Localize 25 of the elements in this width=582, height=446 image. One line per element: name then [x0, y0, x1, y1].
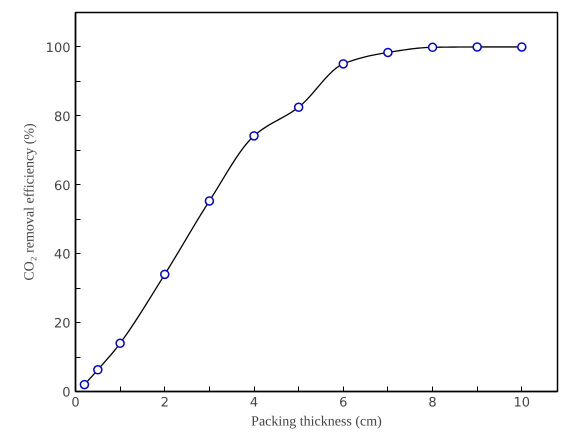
- point: [338, 59, 348, 69]
- x-tick-label: 10: [514, 396, 530, 410]
- y-tick-label: 40: [54, 248, 71, 263]
- point: [249, 131, 259, 141]
- point: [80, 380, 90, 390]
- point: [93, 365, 103, 375]
- x-axis-title: Packing thickness (cm): [251, 414, 382, 430]
- point: [472, 42, 482, 52]
- y-tick-label: 60: [54, 178, 71, 194]
- x-tick-label: 4: [250, 396, 258, 410]
- x-tick-label: 2: [160, 396, 169, 410]
- y-axis-title: CO₂ removal efficiency (%): [22, 122, 38, 281]
- x-tick-label: 6: [339, 396, 348, 410]
- y-tick-label: 20: [54, 316, 71, 332]
- point: [294, 102, 304, 112]
- y-tick-label: 0: [62, 386, 71, 400]
- point: [160, 270, 170, 280]
- point: [517, 42, 527, 52]
- x-tick-label: 8: [428, 396, 437, 410]
- point: [428, 42, 438, 52]
- y-tick-label: 80: [54, 110, 71, 125]
- point: [115, 338, 125, 348]
- point: [383, 48, 393, 58]
- point: [204, 196, 214, 206]
- y-tick-label: 100: [46, 40, 71, 56]
